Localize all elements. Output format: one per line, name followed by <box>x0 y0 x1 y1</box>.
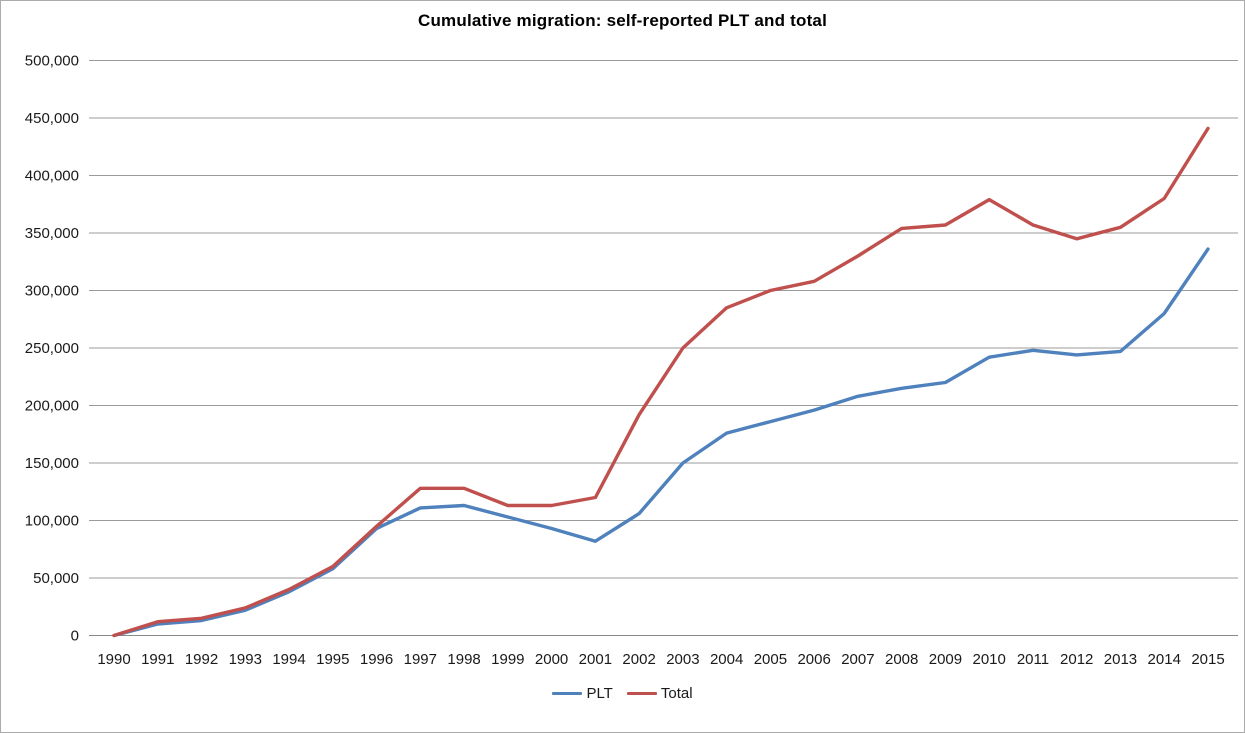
y-axis-tick-label: 250,000 <box>25 340 79 357</box>
x-axis-tick-label: 2003 <box>666 651 699 668</box>
y-axis-tick-label: 450,000 <box>25 110 79 127</box>
y-axis-tick-label: 150,000 <box>25 455 79 472</box>
series-line-plt <box>112 247 1210 638</box>
y-axis-tick-label: 50,000 <box>33 570 79 587</box>
x-axis-tick-label: 1999 <box>491 651 524 668</box>
x-axis-tick-label: 1995 <box>316 651 349 668</box>
x-axis-tick-label: 1997 <box>404 651 437 668</box>
x-axis-tick-label: 2006 <box>797 651 830 668</box>
x-axis-tick-label: 2001 <box>579 651 612 668</box>
series-line-total <box>112 126 1210 638</box>
y-axis-tick-label: 400,000 <box>25 168 79 185</box>
x-axis-tick-label: 2002 <box>622 651 655 668</box>
x-axis-tick-label: 1993 <box>229 651 262 668</box>
x-axis-tick-label: 1990 <box>97 651 130 668</box>
x-axis-tick-label: 2013 <box>1104 651 1137 668</box>
x-axis-tick-label: 1998 <box>447 651 480 668</box>
x-axis-tick-label: 2000 <box>535 651 568 668</box>
x-axis-tick-label: 2007 <box>841 651 874 668</box>
legend-item-plt: PLT <box>552 685 613 702</box>
x-axis-tick-label: 1992 <box>185 651 218 668</box>
y-axis-tick-label: 200,000 <box>25 398 79 415</box>
legend-label-total: Total <box>660 685 693 702</box>
chart-title: Cumulative migration: self-reported PLT … <box>417 11 828 30</box>
x-axis-tick-label: 1994 <box>272 651 305 668</box>
legend: PLT Total <box>1 685 1244 702</box>
plot-area: 0 50,000 100,000 150,000 200,000 250,000 300,0… <box>25 53 1238 668</box>
x-axis-tick-label: 1991 <box>141 651 174 668</box>
x-axis-tick-label: 2005 <box>754 651 787 668</box>
y-axis-tick-label: 350,000 <box>25 225 79 242</box>
y-axis-tick-label: 300,000 <box>25 283 79 300</box>
x-axis-tick-label: 1996 <box>360 651 393 668</box>
x-axis-tick-label: 2010 <box>973 651 1006 668</box>
x-axis-tick-label: 2015 <box>1191 651 1224 668</box>
legend-item-total: Total <box>626 685 693 702</box>
y-axis-tick-label: 100,000 <box>25 513 79 530</box>
x-axis-tick-label: 2011 <box>1017 651 1049 668</box>
y-axis-tick-label: 500,000 <box>25 53 79 70</box>
x-axis-tick-label: 2004 <box>710 651 743 668</box>
x-axis-tick-label: 2008 <box>885 651 918 668</box>
x-axis-tick-label: 2009 <box>929 651 962 668</box>
x-axis-tick-label: 2014 <box>1148 651 1181 668</box>
legend-label-plt: PLT <box>586 685 613 702</box>
plt-line-swatch-icon <box>552 692 583 695</box>
x-axis-tick-label: 2012 <box>1060 651 1093 668</box>
total-line-swatch-icon <box>626 692 657 695</box>
y-axis-tick-label: 0 <box>71 628 79 645</box>
